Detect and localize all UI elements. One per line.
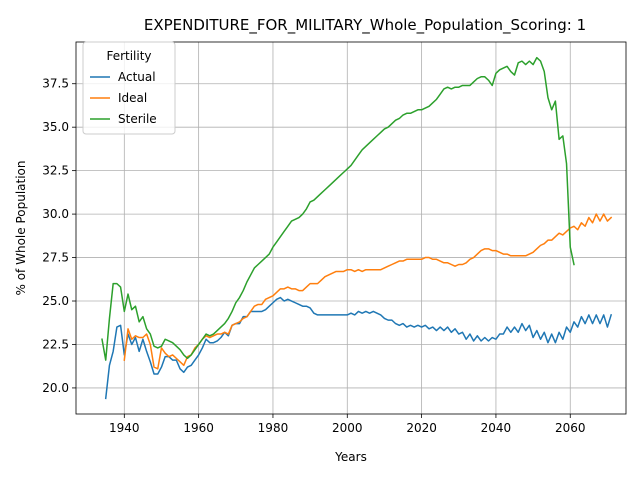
- x-tick-label: 2040: [481, 421, 512, 435]
- x-axis-ticks: 1940 1960 1980 2000 2020 2040 2060: [109, 414, 586, 435]
- x-tick-label: 2020: [406, 421, 437, 435]
- legend: Fertility Actual Ideal Sterile: [82, 41, 176, 135]
- x-tick-label: 2000: [332, 421, 363, 435]
- chart-title: EXPENDITURE_FOR_MILITARY_Whole_Populatio…: [144, 16, 586, 35]
- plot-frame: [75, 41, 627, 415]
- y-tick-label: 22.5: [42, 337, 69, 351]
- y-axis-ticks: 20.0 22.5 25.0 27.5 30.0 32.5 35.0 37.5: [42, 77, 76, 395]
- y-tick-label: 32.5: [42, 164, 69, 178]
- x-tick-label: 1940: [109, 421, 140, 435]
- y-tick-label: 30.0: [42, 207, 69, 221]
- grid: [76, 42, 626, 414]
- x-axis-label: Years: [334, 450, 367, 464]
- y-tick-label: 20.0: [42, 381, 69, 395]
- legend-label-actual: Actual: [118, 70, 156, 84]
- x-tick-label: 2060: [555, 421, 586, 435]
- legend-label-ideal: Ideal: [118, 91, 147, 105]
- y-tick-label: 37.5: [42, 77, 69, 91]
- legend-title: Fertility: [106, 49, 151, 63]
- y-tick-label: 25.0: [42, 294, 69, 308]
- y-axis-label: % of Whole Population: [14, 161, 28, 296]
- x-tick-label: 1960: [183, 421, 214, 435]
- y-tick-label: 35.0: [42, 120, 69, 134]
- x-tick-label: 1980: [258, 421, 289, 435]
- series-line-ideal: [123, 213, 613, 370]
- series-line-actual: [104, 296, 613, 400]
- legend-box: [82, 41, 176, 135]
- series-group: [101, 56, 613, 400]
- legend-label-sterile: Sterile: [118, 112, 157, 126]
- legend-entries: Actual Ideal Sterile: [90, 70, 157, 126]
- y-tick-label: 27.5: [42, 251, 69, 265]
- series-line-sterile: [101, 56, 575, 361]
